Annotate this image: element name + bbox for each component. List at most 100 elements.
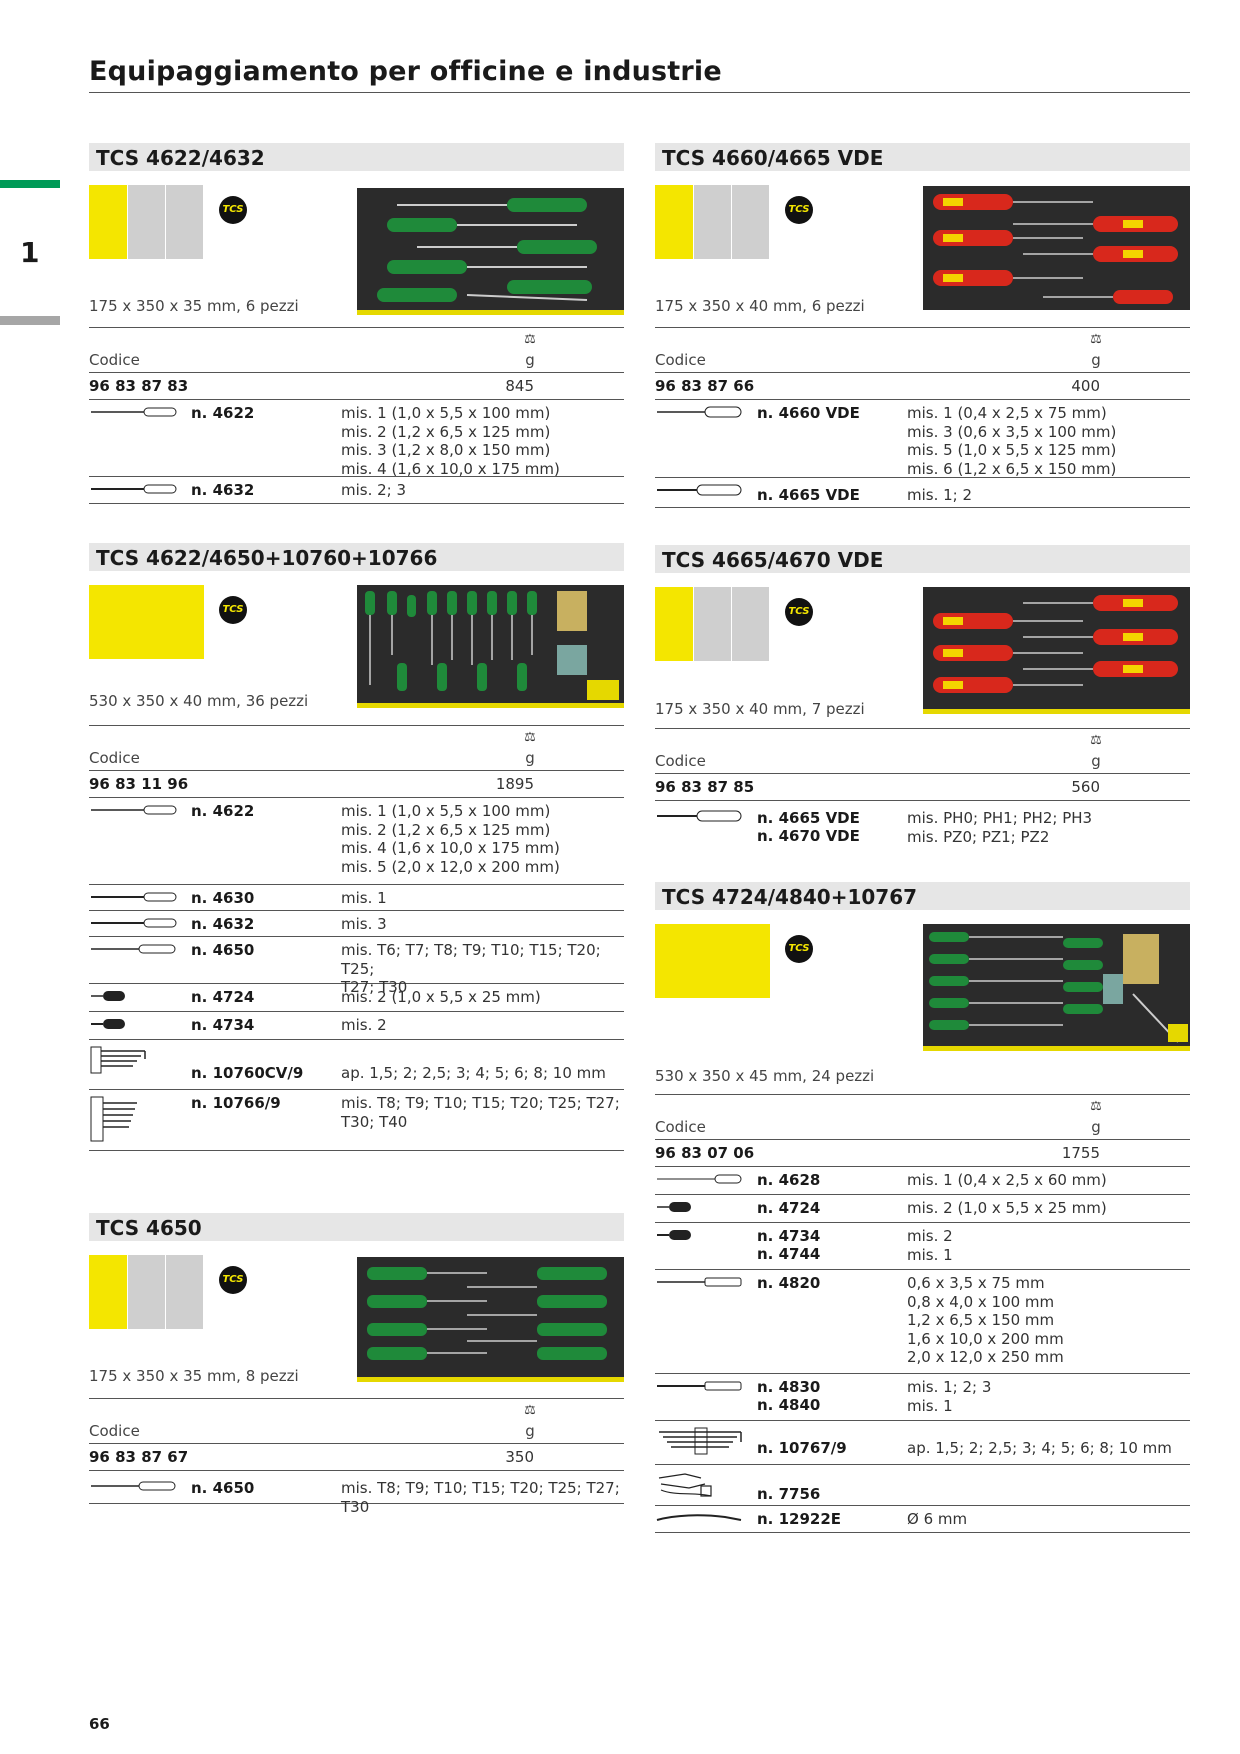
article-number: n. 4724 [757,1199,821,1217]
code-row: 96 83 11 96 1895 [89,771,624,798]
article-number: n. 4622 [191,802,255,820]
torx-screwdrivers-tray-image [357,1257,624,1377]
voltage-tester-icon [658,1473,712,1497]
tcs-logo-icon: TCS [219,1266,247,1294]
table-header: Codice ⚖ g [655,327,1190,373]
codice-label: Codice [89,749,140,767]
stubby-phillips-icon [657,1230,691,1240]
product-weight: 1895 [495,775,534,793]
swatch-grey [127,185,165,259]
table-row: n. 4650 mis. T6; T7; T8; T9; T10; T15; T… [89,937,624,996]
codice-label: Codice [89,1422,140,1440]
precision-screwdriver-icon [657,1174,742,1184]
article-number: n. 4724 [191,988,255,1006]
article-number: n. 4734 n. 4744 [757,1227,821,1263]
article-description: mis. 2 (1,0 x 5,5 x 25 mm) [341,988,541,1006]
product-code: 96 83 87 83 [89,377,189,395]
table-row: n. 4622 mis. 1 (1,0 x 5,5 x 100 mm) mis.… [89,400,624,478]
table-row: n. 4660 VDE mis. 1 (0,4 x 2,5 x 75 mm) m… [655,400,1190,478]
article-number: n. 4660 VDE [757,404,860,422]
article-number: n. 10766/9 [191,1094,281,1112]
dimensions-text: 175 x 350 x 35 mm, 8 pezzi [89,1367,299,1385]
code-row: 96 83 87 83 845 [89,373,624,400]
weight-unit: g [1091,351,1101,369]
screwdriver-hex-bolster-icon [657,1277,742,1287]
table-row: n. 4628 mis. 1 (0,4 x 2,5 x 60 mm) [655,1167,1190,1195]
vde-phillips-screwdriver-icon [657,810,742,822]
scale-icon: ⚖ [524,1403,536,1418]
tcs-logo-icon: TCS [785,196,813,224]
stubby-phillips-icon [91,1019,125,1029]
article-description: mis. 1 [341,889,387,907]
tcs-logo-icon: TCS [785,935,813,963]
table-row: n. 4734 mis. 2 [89,1012,624,1040]
codice-label: Codice [655,1118,706,1136]
section-title: TCS 4665/4670 VDE [655,545,1190,573]
tcs-logo-icon: TCS [785,598,813,626]
table-row: n. 4622 mis. 1 (1,0 x 5,5 x 100 mm) mis.… [89,798,624,885]
product-table: Codice ⚖ g 96 83 87 85 560 n. 4665 VDE n… [655,728,1190,847]
chapter-grey-marker [0,316,60,325]
article-number: n. 4650 [191,1479,255,1497]
table-row: n. 4724 mis. 2 (1,0 x 5,5 x 25 mm) [655,1195,1190,1223]
table-row: n. 12922E Ø 6 mm [655,1506,1190,1533]
tcs-logo-icon: TCS [219,196,247,224]
section-tcs-4724-4840-10767: TCS 4724/4840+10767 TCS 530 x 350 x 45 m… [655,882,1190,1533]
weight-unit: g [525,351,535,369]
table-row: n. 4820 0,6 x 3,5 x 75 mm 0,8 x 4,0 x 10… [655,1270,1190,1374]
color-swatches [655,587,769,661]
article-description: mis. 1; 2; 3 mis. 1 [907,1378,992,1415]
code-row: 96 83 87 67 350 [89,1444,624,1471]
table-row: n. 4650 mis. T8; T9; T10; T15; T20; T25;… [89,1471,624,1516]
article-description: mis. 2; 3 [341,481,407,499]
screwdriver-slotted-icon [91,805,177,815]
table-row: n. 4630 mis. 1 [89,885,624,911]
product-photo [923,587,1190,714]
section-tcs-4665-4670-vde: TCS 4665/4670 VDE TCS 175 x 350 x 40 m [655,545,1190,846]
article-description: mis. T8; T9; T10; T15; T20; T25; T27; T3… [341,1094,620,1131]
screwdriver-and-hex-key-tray-image [357,585,624,703]
article-description: ap. 1,5; 2; 2,5; 3; 4; 5; 6; 8; 10 mm [341,1064,606,1082]
hex-key-set-icon [90,1046,146,1074]
swatch-yellow [89,585,204,659]
article-number: n. 4734 [191,1016,255,1034]
weight-unit: g [1091,752,1101,770]
article-number: n. 4665 VDE [757,486,860,504]
swatch-yellow [655,587,693,661]
table-row: n. 4724 mis. 2 (1,0 x 5,5 x 25 mm) [89,984,624,1012]
article-description: mis. 2 mis. 1 [907,1227,953,1264]
dimensions-text: 175 x 350 x 35 mm, 6 pezzi [89,297,299,315]
weight-unit: g [525,1422,535,1440]
product-code: 96 83 11 96 [89,775,189,793]
article-number: n. 10767/9 [757,1439,847,1457]
swatch-yellow [89,185,127,259]
product-table: Codice ⚖ g 96 83 87 83 845 n. 4622 mis. … [89,327,624,504]
article-number: n. 4622 [191,404,255,422]
article-description: mis. T6; T7; T8; T9; T10; T15; T20; T25;… [341,941,601,997]
product-code: 96 83 87 85 [655,778,755,796]
swatch-grey [693,185,731,259]
scale-icon: ⚖ [1090,733,1102,748]
page-number: 66 [89,1715,110,1733]
swatch-grey [731,587,769,661]
table-row: n. 4665 VDE n. 4670 VDE mis. PH0; PH1; P… [655,801,1190,847]
article-description: mis. PH0; PH1; PH2; PH3 mis. PZ0; PZ1; P… [907,809,1093,846]
product-code: 96 83 87 67 [89,1448,189,1466]
section-tcs-4660-4665-vde: TCS 4660/4665 VDE TCS 175 x 350 x 40 m [655,143,1190,508]
table-header: Codice ⚖ g [89,327,624,373]
green-screwdrivers-tray-image [357,188,624,310]
hex-key-set-icon [659,1427,742,1455]
vde-red-screwdrivers-tray-image [923,186,1190,310]
scale-icon: ⚖ [1090,332,1102,347]
article-number: n. 4630 [191,889,255,907]
article-number: n. 4830 n. 4840 [757,1378,821,1414]
swatch-grey [165,1255,203,1329]
swatch-grey [165,185,203,259]
torx-key-set-icon [90,1096,137,1142]
article-description: ap. 1,5; 2; 2,5; 3; 4; 5; 6; 8; 10 mm [907,1439,1172,1457]
page-title: Equipaggiamento per officine e industrie [89,56,722,87]
section-title: TCS 4660/4665 VDE [655,143,1190,171]
article-description: mis. 1 (0,4 x 2,5 x 60 mm) [907,1171,1107,1189]
article-description: mis. 1 (1,0 x 5,5 x 100 mm) mis. 2 (1,2 … [341,404,560,478]
code-row: 96 83 87 66 400 [655,373,1190,400]
